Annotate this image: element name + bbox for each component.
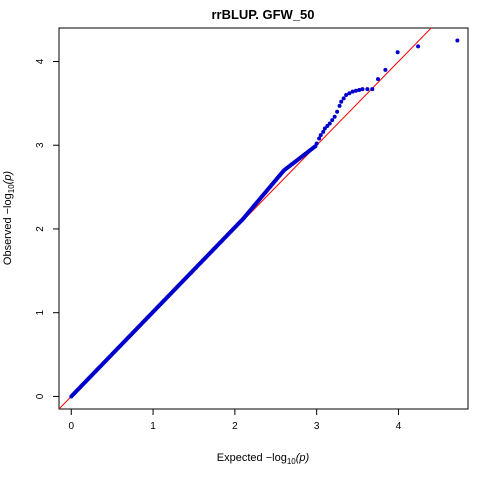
data-point (383, 68, 387, 72)
data-point (370, 87, 374, 91)
x-axis-label: Expected −log10(p) (217, 452, 310, 466)
data-point (333, 115, 337, 119)
x-tick-label: 2 (232, 421, 238, 432)
x-tick-label: 4 (396, 421, 402, 432)
y-tick-label: 3 (35, 142, 46, 148)
data-point (365, 87, 369, 91)
data-point (330, 118, 334, 122)
data-point (455, 39, 459, 43)
x-tick-label: 1 (150, 421, 156, 432)
points-layer (69, 39, 459, 399)
data-point (339, 100, 343, 104)
data-point (335, 110, 339, 114)
data-point (315, 142, 319, 146)
y-tick-label: 2 (35, 226, 46, 232)
y-axis-label: Observed −log10(p) (2, 171, 16, 266)
data-point (338, 104, 342, 108)
plot-frame (59, 28, 468, 409)
y-tick-label: 0 (35, 393, 46, 399)
data-point (376, 77, 380, 81)
x-tick-label: 3 (314, 421, 320, 432)
data-point (328, 121, 332, 125)
x-tick-label: 0 (68, 421, 74, 432)
data-point (396, 50, 400, 54)
data-point (360, 87, 364, 91)
chart-title: rrBLUP. GFW_50 (211, 7, 314, 22)
y-tick-label: 1 (35, 309, 46, 315)
data-point (416, 44, 420, 48)
y-axis: 0 1 2 3 4 (35, 58, 59, 399)
data-point (319, 133, 323, 137)
data-point (342, 96, 346, 100)
y-tick-label: 4 (35, 58, 46, 64)
x-axis: 0 1 2 3 4 (68, 409, 401, 432)
